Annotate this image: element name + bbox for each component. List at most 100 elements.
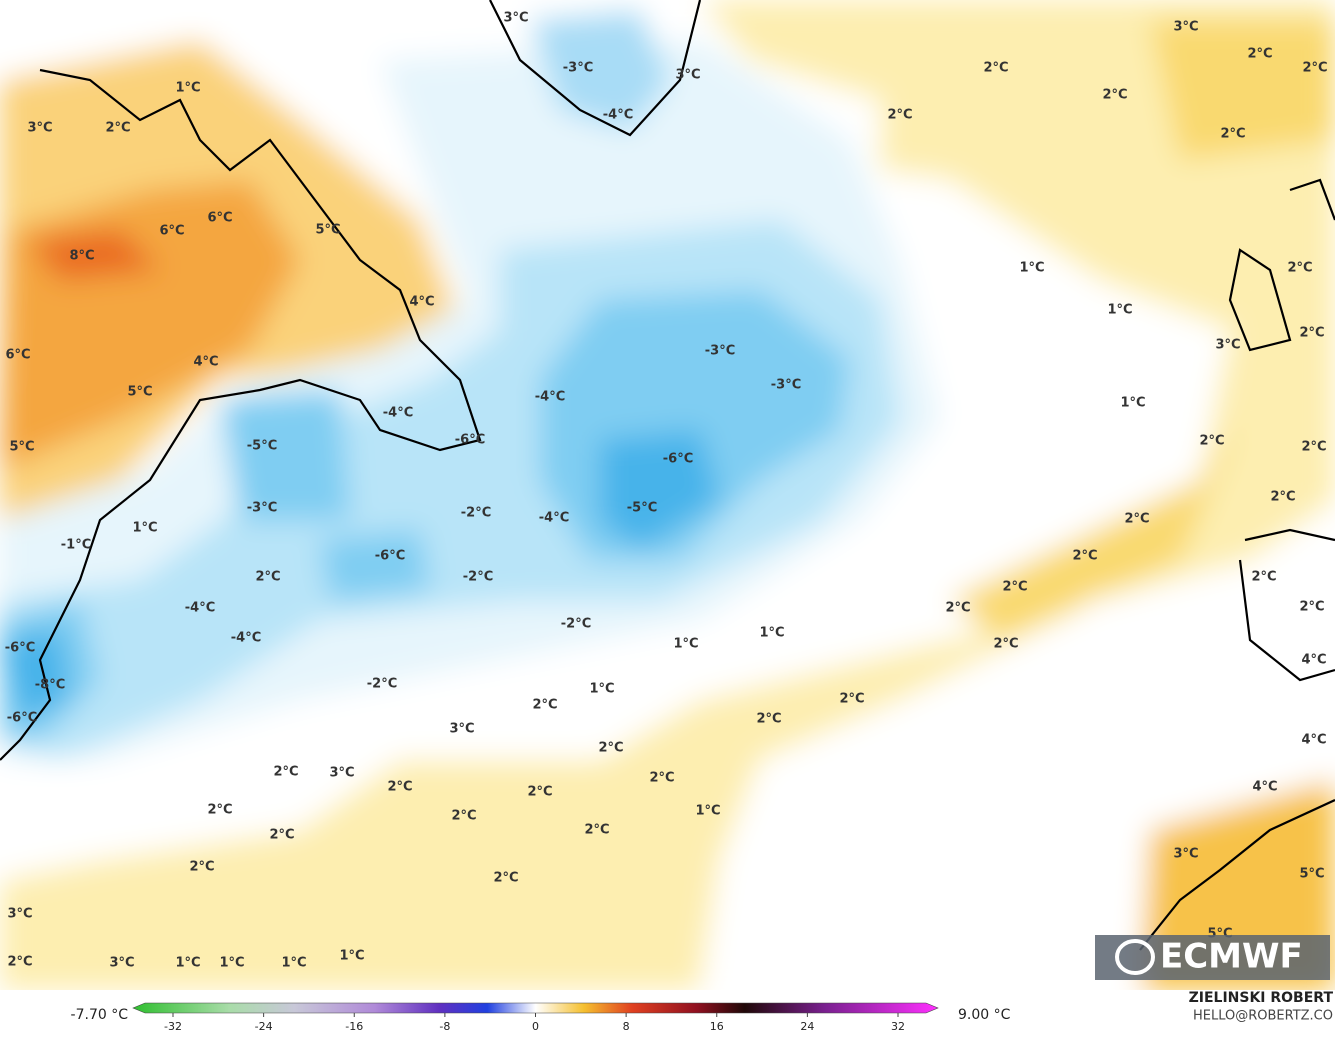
temperature-label: 2°C (493, 871, 518, 886)
logo-text: ECMWF (1160, 937, 1303, 977)
temperature-labels: 3°C -3°C 3°C -4°C 3°C 2°C 2°C 2°C 2°C 2°C 2°C 1°C 3°… (5, 11, 1328, 971)
temperature-label: 1°C (219, 956, 244, 971)
colorbar-tick-label: 0 (532, 1020, 539, 1033)
colorbar-tick-label: -32 (164, 1020, 182, 1033)
temperature-label: -8°C (35, 678, 65, 693)
temperature-label: 2°C (945, 601, 970, 616)
temperature-label: -4°C (383, 406, 413, 421)
temperature-label: 1°C (759, 626, 784, 641)
temperature-label: -3°C (563, 61, 593, 76)
temperature-label: 4°C (193, 355, 218, 370)
temperature-label: 2°C (1299, 326, 1324, 341)
colorbar (132, 1002, 939, 1014)
temperature-label: -6°C (7, 711, 37, 726)
colorbar-tick-label: 32 (891, 1020, 905, 1033)
temperature-label: 5°C (127, 385, 152, 400)
temperature-label: -2°C (561, 617, 591, 632)
temperature-label: 2°C (649, 771, 674, 786)
temperature-label: 4°C (409, 295, 434, 310)
temperature-label: -4°C (185, 601, 215, 616)
colorbar-tick-label: -8 (439, 1020, 450, 1033)
temperature-label: 1°C (1120, 396, 1145, 411)
temperature-label: 1°C (339, 949, 364, 964)
temperature-label: 1°C (175, 81, 200, 96)
temperature-label: 3°C (1173, 20, 1198, 35)
temperature-label: 3°C (27, 121, 52, 136)
temperature-label: 5°C (1299, 867, 1324, 882)
temperature-label: 4°C (1252, 780, 1277, 795)
temperature-label: 2°C (1247, 47, 1272, 62)
temperature-label: -6°C (5, 641, 35, 656)
temperature-label: 5°C (9, 440, 34, 455)
temperature-label: 3°C (503, 11, 528, 26)
temperature-label: 2°C (1270, 490, 1295, 505)
temperature-label: -2°C (461, 506, 491, 521)
colorbar-ticks: -32 -24 -16 -8 0 8 16 24 32 (164, 1013, 905, 1033)
temperature-label: 1°C (695, 804, 720, 819)
temperature-label: 6°C (207, 211, 232, 226)
temperature-label: 1°C (673, 637, 698, 652)
temperature-label: -4°C (231, 631, 261, 646)
temperature-label: 2°C (7, 955, 32, 970)
temperature-label: 2°C (387, 780, 412, 795)
temperature-label: -2°C (463, 570, 493, 585)
temperature-label: 2°C (1302, 61, 1327, 76)
temperature-label: 2°C (756, 712, 781, 727)
temperature-label: 3°C (1173, 847, 1198, 862)
temperature-label: -5°C (247, 439, 277, 454)
temperature-label: -6°C (375, 549, 405, 564)
logo-box: ECMWF (1095, 935, 1330, 980)
temperature-label: 2°C (273, 765, 298, 780)
temperature-label: -4°C (535, 390, 565, 405)
colorbar-tick-label: 16 (710, 1020, 724, 1033)
temperature-label: 3°C (1215, 338, 1240, 353)
temperature-label: 3°C (329, 766, 354, 781)
temperature-label: -3°C (705, 344, 735, 359)
temperature-label: 2°C (207, 803, 232, 818)
colorbar-tick-label: -16 (345, 1020, 363, 1033)
temperature-label: 1°C (281, 956, 306, 971)
temperature-label: 2°C (1220, 127, 1245, 142)
temperature-label: 2°C (527, 785, 552, 800)
temperature-label: 2°C (1002, 580, 1027, 595)
temperature-label: 8°C (69, 249, 94, 264)
temperature-label: 2°C (1102, 88, 1127, 103)
temperature-label: 5°C (315, 223, 340, 238)
temperature-label: 1°C (1019, 261, 1044, 276)
temperature-label: 1°C (589, 682, 614, 697)
temperature-label: 3°C (7, 907, 32, 922)
temperature-label: 2°C (584, 823, 609, 838)
temperature-label: 1°C (1107, 303, 1132, 318)
temperature-label: 2°C (1124, 512, 1149, 527)
colorbar-tick-label: -24 (255, 1020, 273, 1033)
temperature-label: 4°C (1301, 653, 1326, 668)
temperature-label: 2°C (1199, 434, 1224, 449)
temperature-label: 2°C (993, 637, 1018, 652)
temperature-label: 2°C (1072, 549, 1097, 564)
temperature-label: -1°C (61, 538, 91, 553)
temperature-label: 6°C (5, 348, 30, 363)
coastlines (0, 0, 1335, 951)
temperature-label: 2°C (1299, 600, 1324, 615)
temperature-label: -6°C (455, 433, 485, 448)
colorbar-tick-label: 8 (623, 1020, 630, 1033)
temperature-label: 2°C (105, 121, 130, 136)
temperature-label: 2°C (255, 570, 280, 585)
temperature-label: 3°C (109, 956, 134, 971)
colorbar-max-label: 9.00 °C (958, 1007, 1011, 1023)
temperature-label: -4°C (539, 511, 569, 526)
temperature-label: 3°C (449, 722, 474, 737)
temperature-label: -2°C (367, 677, 397, 692)
temperature-label: -6°C (663, 452, 693, 467)
temperature-label: -3°C (247, 501, 277, 516)
temperature-field (0, 0, 1335, 990)
colorbar-min-label: -7.70 °C (71, 1007, 129, 1023)
temperature-label: 2°C (1287, 261, 1312, 276)
temperature-label: 4°C (1301, 733, 1326, 748)
temperature-label: -4°C (603, 108, 633, 123)
temperature-label: 2°C (532, 698, 557, 713)
temperature-label: -5°C (627, 501, 657, 516)
temperature-label: -3°C (771, 378, 801, 393)
temperature-label: 2°C (983, 61, 1008, 76)
